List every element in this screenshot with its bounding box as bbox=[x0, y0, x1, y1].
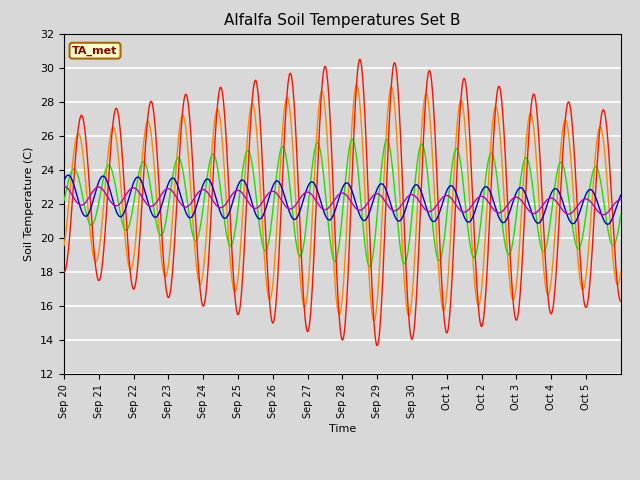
Y-axis label: Soil Temperature (C): Soil Temperature (C) bbox=[24, 147, 35, 261]
X-axis label: Time: Time bbox=[329, 424, 356, 433]
Title: Alfalfa Soil Temperatures Set B: Alfalfa Soil Temperatures Set B bbox=[224, 13, 461, 28]
Text: TA_met: TA_met bbox=[72, 46, 118, 56]
